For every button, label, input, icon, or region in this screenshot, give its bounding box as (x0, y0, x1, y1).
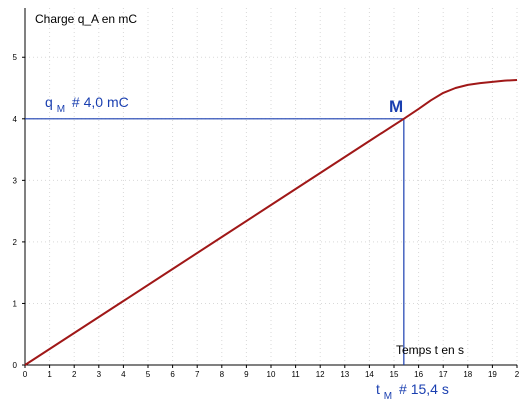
x-tick-label: 6 (170, 370, 175, 379)
x-tick-label: 2 (72, 370, 77, 379)
x-tick-label: 4 (121, 370, 126, 379)
y-tick-label: 1 (13, 299, 18, 308)
y-tick-label: 2 (13, 238, 18, 247)
y-tick-label: 4 (13, 115, 18, 124)
y-tick-label: 3 (13, 176, 18, 185)
t-subscript: M (384, 391, 392, 402)
point-m-label: M (389, 97, 403, 116)
y-axis-label: Charge q_A en mC (35, 12, 137, 26)
x-tick-label: 17 (439, 370, 448, 379)
x-tick-label: 11 (291, 370, 300, 379)
x-tick-label: 18 (463, 370, 472, 379)
x-tick-label: 13 (340, 370, 349, 379)
x-tick-label: 15 (390, 370, 399, 379)
x-tick-label: 2 (515, 370, 520, 379)
x-axis-label: Temps t en s (396, 343, 464, 357)
y-tick-label: 5 (13, 53, 18, 62)
t-value: # 15,4 s (399, 381, 449, 397)
axes (22, 8, 518, 368)
q-m-annotation: q M # 4,0 mC (45, 94, 129, 115)
q-value: # 4,0 mC (72, 94, 129, 110)
x-tick-label: 16 (414, 370, 423, 379)
x-tick-label: 1 (47, 370, 52, 379)
charge-curve (24, 79, 518, 366)
t-m-annotation: t M # 15,4 s (376, 381, 449, 402)
q-subscript: M (57, 104, 65, 115)
x-tick-label: 0 (23, 370, 28, 379)
x-tick-label: 5 (146, 370, 151, 379)
series-layer (24, 79, 518, 366)
x-tick-label: 8 (220, 370, 225, 379)
y-tick-label: 0 (13, 361, 18, 370)
guide-lines (25, 118, 405, 365)
x-tick-label: 14 (365, 370, 374, 379)
x-tick-label: 3 (97, 370, 102, 379)
x-tick-label: 19 (488, 370, 497, 379)
t-symbol: t (376, 381, 380, 397)
x-tick-label: 12 (316, 370, 325, 379)
x-tick-label: 7 (195, 370, 200, 379)
grid (25, 8, 518, 365)
q-symbol: q (45, 94, 53, 110)
x-tick-label: 9 (244, 370, 249, 379)
x-tick-label: 10 (267, 370, 276, 379)
